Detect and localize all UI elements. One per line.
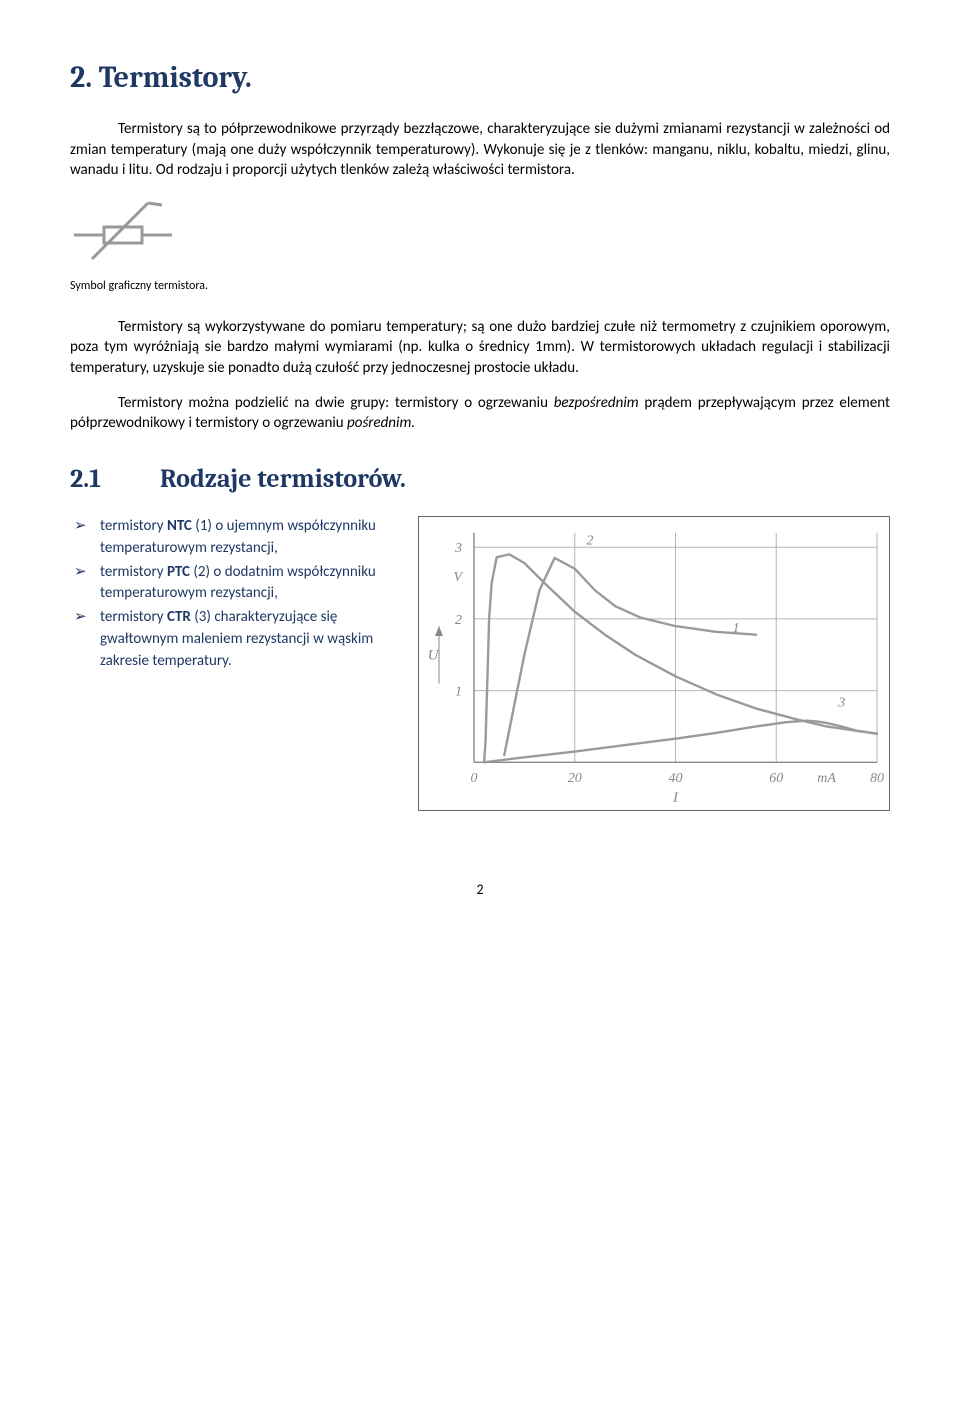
h2-title: Rodzaje termistorów.: [160, 464, 406, 494]
paragraph-usage: Termistory są wykorzystywane do pomiaru …: [70, 317, 890, 379]
thermistor-symbol-figure: [70, 195, 890, 270]
svg-text:3: 3: [454, 541, 462, 556]
list-item: termistory NTC (1) o ujemnym współczynni…: [92, 516, 390, 560]
svg-text:80: 80: [870, 771, 884, 786]
p3-em-b: bezpośrednim: [554, 394, 639, 412]
svg-text:I: I: [672, 790, 679, 806]
heading-1: 2. Termistory.: [70, 60, 890, 95]
heading-2: 2.1Rodzaje termistorów.: [70, 464, 890, 494]
paragraph-types: Termistory można podzielić na dwie grupy…: [70, 393, 890, 434]
bullet-list: termistory NTC (1) o ujemnym współczynni…: [70, 516, 390, 674]
p3-text-a: Termistory można podzielić na dwie grupy…: [118, 394, 554, 412]
page-number: 2: [70, 881, 890, 898]
h2-number: 2.1: [70, 464, 160, 494]
svg-text:mA: mA: [817, 771, 836, 786]
list-item: termistory PTC (2) o dodatnim współczynn…: [92, 562, 390, 606]
paragraph-intro: Termistory są to półprzewodnikowe przyrz…: [70, 119, 890, 181]
p3-em-d: pośrednim.: [347, 414, 415, 432]
svg-text:40: 40: [669, 771, 683, 786]
svg-text:2: 2: [586, 533, 593, 548]
svg-text:2: 2: [455, 613, 462, 628]
svg-text:V: V: [453, 570, 463, 585]
symbol-caption: Symbol graficzny termistora.: [70, 278, 890, 295]
svg-text:1: 1: [732, 621, 739, 636]
svg-text:20: 20: [568, 771, 582, 786]
list-item: termistory CTR (3) charakteryzujące się …: [92, 607, 390, 672]
svg-text:U: U: [428, 648, 440, 664]
iv-chart: 0 20 40 60 80 1 2 3 mA V U I 2 1 3: [418, 516, 890, 811]
svg-text:60: 60: [769, 771, 783, 786]
svg-text:0: 0: [471, 771, 478, 786]
svg-text:3: 3: [837, 695, 845, 710]
svg-text:1: 1: [455, 685, 462, 700]
